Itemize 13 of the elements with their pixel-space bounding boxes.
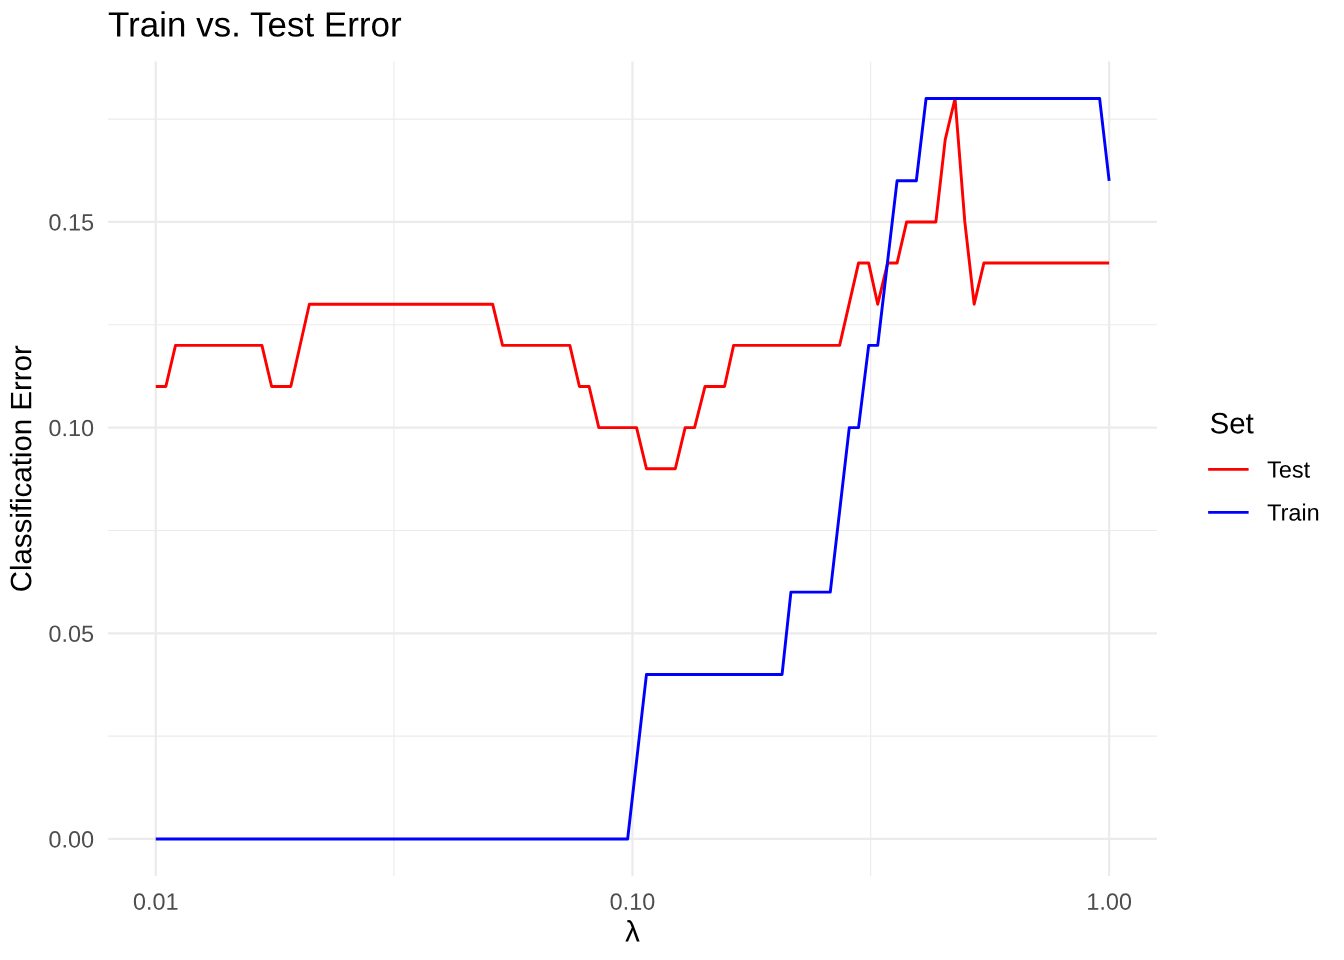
x-axis-title: λ xyxy=(625,920,640,942)
x-tick-label: 0.10 xyxy=(610,893,655,910)
legend-label: Train xyxy=(1267,503,1319,521)
y-tick-label: 0.05 xyxy=(49,625,94,643)
x-tick-label: 1.00 xyxy=(1088,893,1132,910)
x-tick-label: 0.01 xyxy=(133,893,178,910)
legend-label: Test xyxy=(1267,461,1310,478)
y-axis-title: Classification Error xyxy=(9,345,32,591)
y-tick-label: 0.15 xyxy=(49,214,94,231)
y-tick-label: 0.10 xyxy=(49,419,94,437)
chart-title: Train vs. Test Error xyxy=(108,11,402,37)
y-tick-label: 0.00 xyxy=(49,831,94,848)
legend-title: Set xyxy=(1210,412,1254,434)
